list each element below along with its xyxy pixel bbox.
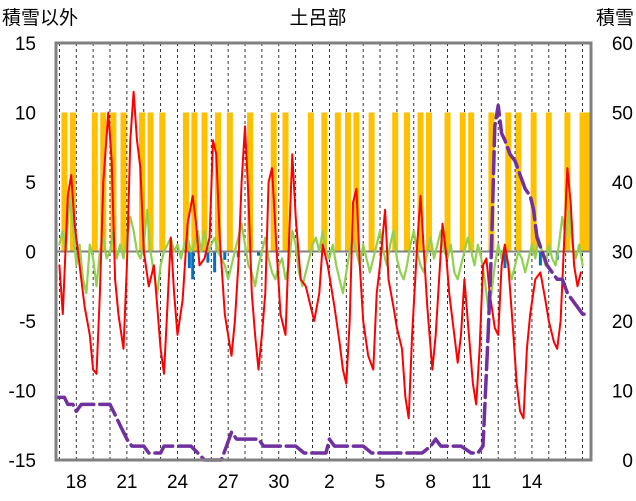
x-tick-label: 8 — [425, 472, 436, 493]
precipitation-bar — [353, 112, 360, 252]
rain-bar — [538, 251, 542, 266]
precipitation-bar — [392, 112, 399, 252]
x-tick-label: 11 — [471, 472, 491, 493]
precipitation-bar — [515, 112, 522, 252]
x-tick-label: 21 — [116, 472, 137, 493]
temperature-line — [58, 90, 582, 420]
precipitation-bar — [182, 112, 189, 252]
x-axis-ticks: 18 21 24 27 30 2 5 8 11 14 — [66, 472, 543, 493]
precipitation-bar — [545, 112, 552, 252]
chart-title: 土呂部 — [289, 7, 346, 29]
right-axis-label: 積雪 — [596, 7, 634, 29]
precipitation-bar — [191, 112, 198, 252]
left-tick-label: -5 — [19, 312, 36, 333]
rain-bar — [191, 251, 195, 280]
precipitation-bar — [307, 112, 314, 252]
precipitation-bar — [247, 112, 254, 252]
precipitation-bar — [110, 112, 117, 252]
right-tick-label: 40 — [612, 173, 633, 194]
precipitation-bar — [459, 112, 466, 252]
left-tick-label: 5 — [25, 173, 36, 194]
precipitation-bar — [344, 112, 351, 252]
rain-bar — [213, 251, 217, 273]
left-tick-label: 10 — [15, 104, 36, 125]
left-axis-label: 積雪以外 — [2, 7, 78, 29]
rain-bar — [206, 251, 210, 263]
precipitation-bar — [282, 112, 289, 252]
precipitation-bar — [584, 112, 591, 252]
precipitation-bar — [579, 112, 586, 252]
precipitation-bar — [147, 112, 154, 252]
precipitation-bar — [468, 112, 475, 252]
right-tick-label: 20 — [612, 312, 633, 333]
left-axis-ticks: 15 10 5 0 -5 -10 -15 — [9, 34, 36, 472]
precipitation-bar — [530, 112, 537, 252]
precipitation-bar — [120, 112, 127, 252]
snow_depth-line — [54, 103, 590, 462]
left-tick-label: 0 — [25, 243, 36, 264]
precipitation-bar — [226, 112, 233, 252]
precipitation-bar — [488, 112, 495, 252]
precipitation-bar — [505, 112, 512, 252]
x-tick-label: 18 — [66, 472, 87, 493]
precipitation-bar — [417, 112, 424, 252]
left-tick-label: 15 — [15, 34, 36, 55]
precipitation-bar — [444, 112, 451, 252]
x-tick-label: 5 — [375, 472, 386, 493]
precipitation-bar — [321, 112, 328, 252]
right-axis-ticks: 60 50 40 30 20 10 0 — [612, 34, 633, 472]
precipitation-bar — [368, 112, 375, 252]
right-tick-label: 60 — [612, 34, 633, 55]
precipitation-bar — [91, 112, 98, 252]
precipitation-bar — [201, 112, 208, 252]
x-tick-label: 2 — [324, 472, 335, 493]
series-lines — [54, 90, 590, 462]
green-line — [58, 194, 584, 309]
rain-bar — [503, 251, 507, 269]
precipitation-bar — [404, 112, 411, 252]
plot-frame — [54, 41, 593, 462]
left-tick-label: -15 — [9, 451, 36, 472]
precipitation-bar — [69, 112, 76, 252]
right-tick-label: 0 — [622, 451, 633, 472]
precipitation-bar — [139, 112, 146, 252]
left-tick-label: -10 — [9, 382, 36, 403]
precipitation-bar — [334, 112, 341, 252]
right-tick-label: 50 — [612, 104, 633, 125]
precipitation-bar — [159, 112, 166, 252]
x-tick-label: 27 — [218, 472, 239, 493]
precipitation-bar — [61, 112, 68, 252]
rain-bar — [187, 251, 191, 269]
x-tick-label: 24 — [167, 472, 189, 493]
x-tick-label: 14 — [521, 472, 543, 493]
right-tick-label: 30 — [612, 243, 633, 264]
rain-bar — [257, 251, 261, 256]
right-tick-label: 10 — [612, 382, 633, 403]
precipitation-bar — [425, 112, 432, 252]
x-tick-label: 30 — [268, 472, 289, 493]
rain-bar — [223, 251, 227, 260]
